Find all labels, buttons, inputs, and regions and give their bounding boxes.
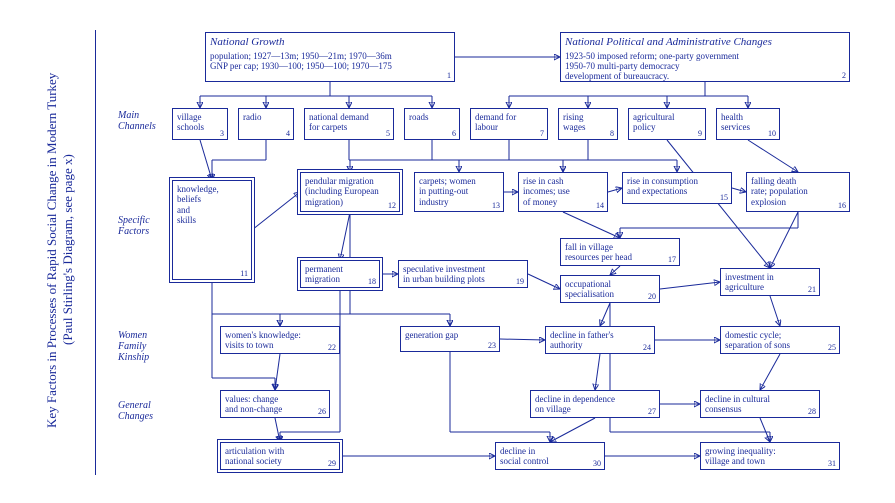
- node-22: women's knowledge:visits to town22: [220, 326, 340, 354]
- node-28: decline in culturalconsensus28: [700, 390, 820, 418]
- node-8: risingwages8: [558, 108, 618, 140]
- node-15: rise in consumptionand expectations15: [622, 172, 732, 204]
- node-30: decline insocial control30: [495, 442, 605, 470]
- node-11: knowledge,beliefsandskills11: [172, 180, 252, 280]
- row-label: WomenFamilyKinship: [118, 330, 149, 363]
- node-25: domestic cycle;separation of sons25: [720, 326, 840, 354]
- side-caption: Key Factors in Processes of Rapid Social…: [30, 40, 90, 460]
- node-17: fall in villageresources per head17: [560, 238, 680, 266]
- caption-line1: Key Factors in Processes of Rapid Social…: [44, 72, 59, 427]
- node-16: falling deathrate; populationexplosion16: [746, 172, 850, 212]
- node-21: investment inagriculture21: [720, 268, 820, 296]
- node-5: national demandfor carpets5: [304, 108, 394, 140]
- row-label: SpecificFactors: [118, 215, 150, 237]
- node-29: articulation withnational society29: [220, 442, 340, 470]
- node-18: permanentmigration18: [300, 260, 380, 288]
- row-label: MainChannels: [118, 110, 156, 132]
- node-10: healthservices10: [716, 108, 780, 140]
- node-6: roads6: [404, 108, 460, 140]
- node-19: speculative investmentin urban building …: [398, 260, 528, 288]
- row-label: GeneralChanges: [118, 400, 153, 422]
- node-23: generation gap23: [400, 326, 500, 352]
- caption-line2: (Paul Stirling's Diagram, see page x): [60, 155, 75, 346]
- node-3: villageschools3: [172, 108, 228, 140]
- node-2: National Political and Administrative Ch…: [560, 32, 850, 82]
- node-12: pendular migration(including Europeanmig…: [300, 172, 400, 212]
- side-rule: [95, 30, 96, 475]
- node-14: rise in cashincomes; useof money14: [518, 172, 608, 212]
- node-27: decline in dependenceon village27: [530, 390, 660, 418]
- node-24: decline in father'sauthority24: [545, 326, 655, 354]
- node-13: carpets; womenin putting-outindustry13: [414, 172, 504, 212]
- node-9: agriculturalpolicy9: [628, 108, 706, 140]
- node-4: radio4: [238, 108, 294, 140]
- diagram-canvas: Key Factors in Processes of Rapid Social…: [0, 0, 895, 503]
- node-7: demand forlabour7: [470, 108, 548, 140]
- node-1: National Growthpopulation; 1927—13m; 195…: [205, 32, 455, 82]
- node-20: occupationalspecialisation20: [560, 275, 660, 303]
- node-31: growing inequality:village and town31: [700, 442, 840, 470]
- node-26: values: changeand non-change26: [220, 390, 330, 418]
